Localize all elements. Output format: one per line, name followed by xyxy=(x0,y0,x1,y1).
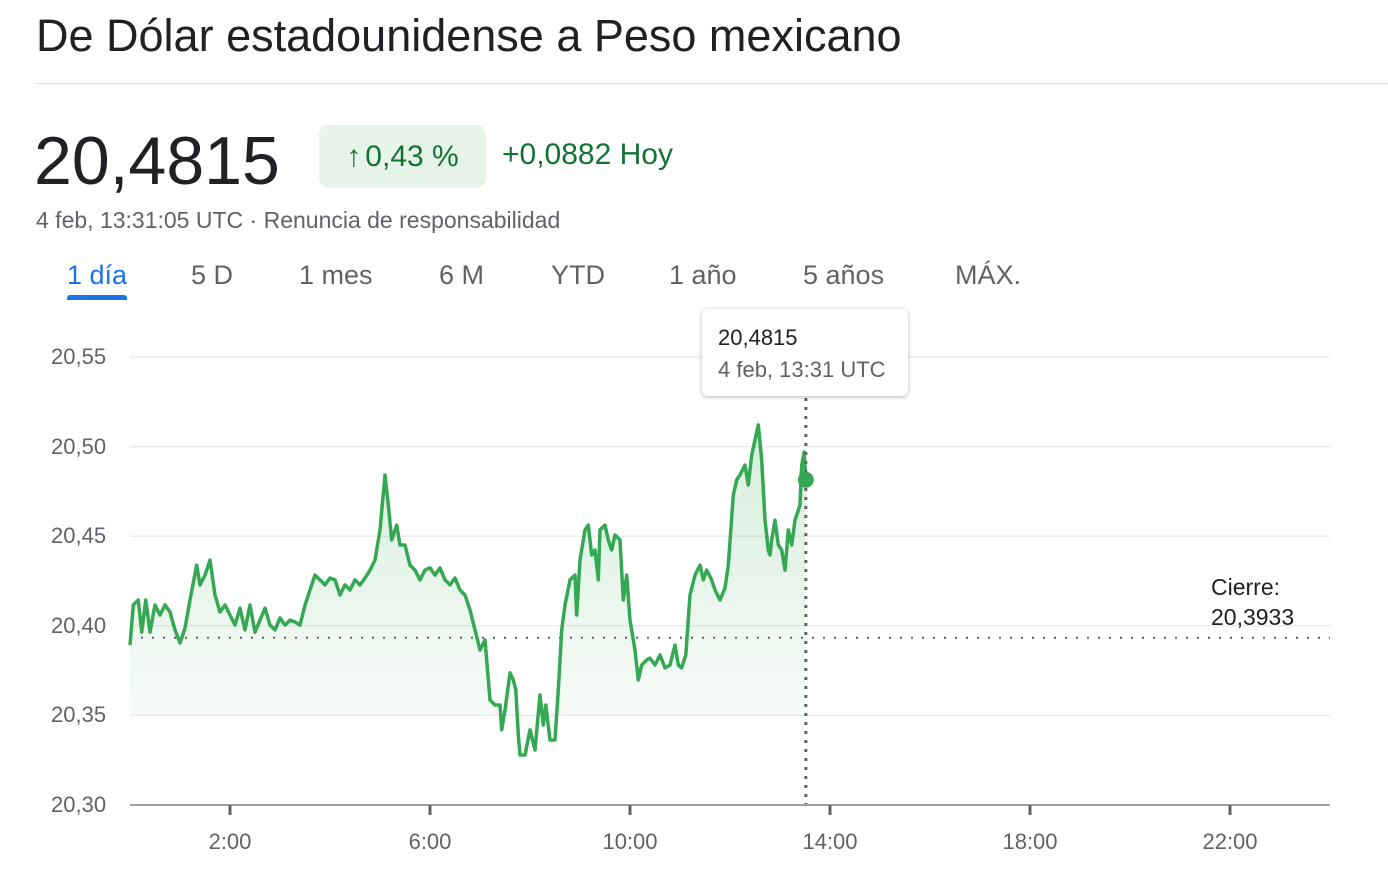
timestamp-line: 4 feb, 13:31:05 UTC · Renuncia de respon… xyxy=(36,207,560,234)
tab-1-mes[interactable]: 1 mes xyxy=(299,260,373,290)
x-tick-label: 2:00 xyxy=(208,829,252,854)
tab-ytd[interactable]: YTD xyxy=(551,260,605,290)
y-tick-label: 20,45 xyxy=(51,523,107,549)
tab-max[interactable]: MÁX. xyxy=(955,260,1022,290)
divider xyxy=(36,83,1388,84)
price-line xyxy=(128,423,808,757)
change-percent: 0,43 % xyxy=(365,139,459,173)
x-tick-label: 14:00 xyxy=(802,829,858,854)
y-tick-label: 20,50 xyxy=(51,433,107,459)
tooltip-date: 4 feb, 13:31 UTC xyxy=(718,357,886,382)
tab-1-ano[interactable]: 1 año xyxy=(669,260,737,290)
x-tick-label: 22:00 xyxy=(1202,829,1258,854)
change-percent-badge: ↑ 0,43 % xyxy=(319,125,486,188)
current-price: 20,4815 xyxy=(34,123,280,199)
arrow-up-icon: ↑ xyxy=(346,139,362,173)
current-point xyxy=(797,471,814,488)
y-tick-label: 20,35 xyxy=(51,702,107,728)
previous-close-label: Cierre: 20,3933 xyxy=(1211,572,1294,632)
change-absolute: +0,0882 Hoy xyxy=(502,138,673,171)
tab-6-m[interactable]: 6 M xyxy=(439,260,485,290)
disclaimer-link[interactable]: Renuncia de responsabilidad xyxy=(263,207,561,233)
close-value: 20,3933 xyxy=(1211,604,1295,630)
timestamp: 4 feb, 13:31:05 UTC xyxy=(36,207,244,233)
tab-5-d[interactable]: 5 D xyxy=(191,260,234,290)
close-label: Cierre: xyxy=(1211,574,1281,600)
x-tick-label: 18:00 xyxy=(1002,829,1058,854)
tab-5-anos[interactable]: 5 años xyxy=(803,260,885,290)
separator: · xyxy=(243,207,264,233)
tooltip: 20,4815 4 feb, 13:31 UTC xyxy=(702,309,908,396)
tab-1-dia[interactable]: 1 día xyxy=(67,260,128,300)
y-tick-label: 20,30 xyxy=(51,792,107,817)
page-title: De Dólar estadounidense a Peso mexicano xyxy=(36,10,902,61)
tooltip-value: 20,4815 xyxy=(718,325,798,350)
x-tick-label: 6:00 xyxy=(408,829,452,854)
range-tabs: 1 día 5 D 1 mes 6 M YTD 1 año 5 años MÁX… xyxy=(0,260,1100,304)
price-area xyxy=(130,424,806,755)
y-tick-label: 20,40 xyxy=(51,612,107,638)
y-tick-label: 20,55 xyxy=(51,344,107,369)
x-tick-label: 10:00 xyxy=(602,829,658,854)
